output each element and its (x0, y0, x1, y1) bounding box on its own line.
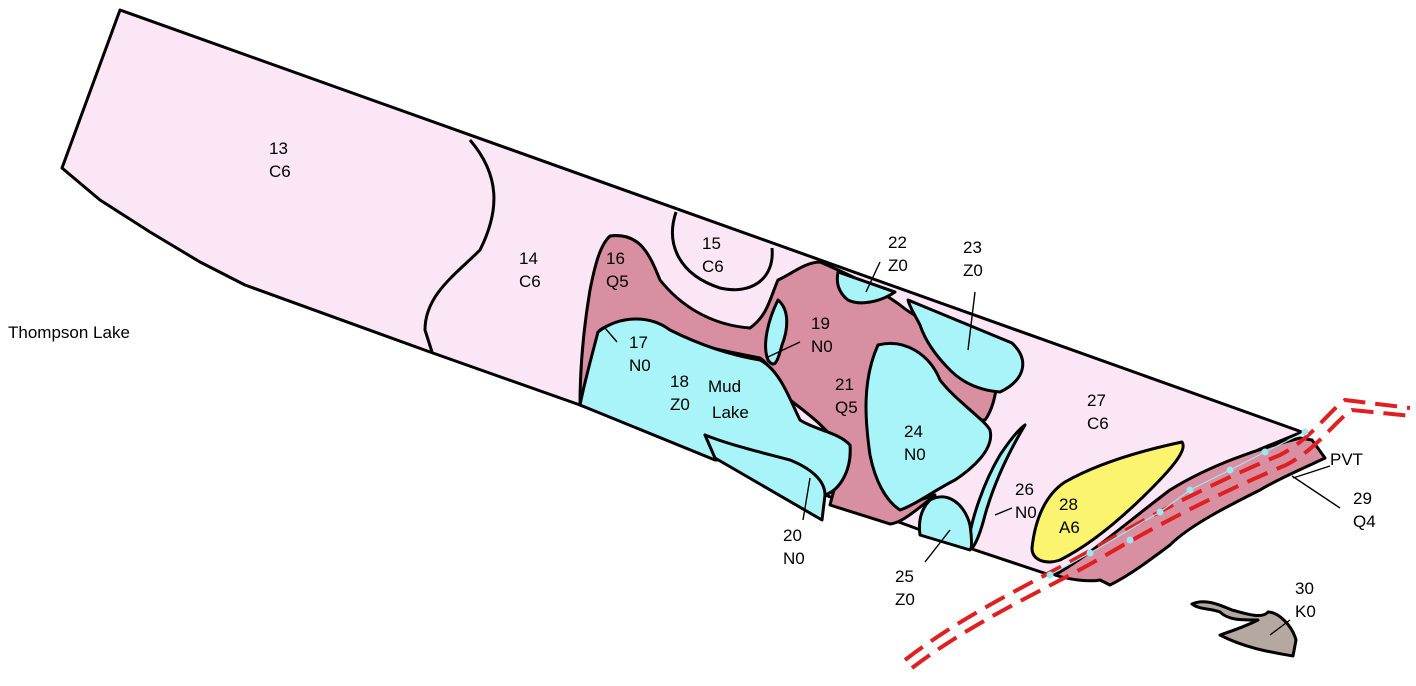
parcel-code-22: Z0 (888, 256, 908, 275)
mud-lake-label-1: Mud (708, 377, 741, 396)
mud-lake-label-2: Lake (712, 403, 749, 422)
parcel-label-30: 30 (1295, 579, 1314, 598)
parcel-code-28: A6 (1059, 518, 1080, 537)
survey-points (1046, 428, 1309, 579)
thompson-lake-label: Thompson Lake (8, 323, 130, 342)
parcel-label-28: 28 (1059, 495, 1078, 514)
parcel-code-14: C6 (519, 272, 541, 291)
pvt-label: PVT (1330, 450, 1363, 469)
parcel-label-27: 27 (1087, 391, 1106, 410)
parcel-23 (906, 298, 1025, 394)
parcel-label-13: 13 (269, 139, 288, 158)
parcel-code-21: Q5 (835, 398, 858, 417)
parcel-code-30: K0 (1295, 602, 1316, 621)
parcel-code-25: Z0 (895, 590, 915, 609)
parcel-label-16: 16 (606, 249, 625, 268)
parcel-code-17: N0 (629, 356, 651, 375)
parcel-label-17: 17 (629, 333, 648, 352)
parcel-code-15: C6 (702, 257, 724, 276)
parcel-code-23: Z0 (963, 261, 983, 280)
parcel-code-20: N0 (783, 549, 805, 568)
parcel-label-21: 21 (835, 375, 854, 394)
parcel-label-19: 19 (811, 314, 830, 333)
parcel-label-26: 26 (1015, 480, 1034, 499)
parcel-label-15: 15 (702, 234, 721, 253)
road-line-2 (910, 407, 1413, 670)
parcel-code-24: N0 (904, 445, 926, 464)
parcel-label-22: 22 (888, 233, 907, 252)
leader-lines (604, 261, 1341, 636)
parcel-25 (918, 495, 973, 552)
parcel-code-19: N0 (811, 337, 833, 356)
parcel-29 (1053, 436, 1327, 587)
parcel-label-23: 23 (963, 238, 982, 257)
parcel-code-27: C6 (1087, 414, 1109, 433)
parcel-label-25: 25 (895, 567, 914, 586)
parcel-code-16: Q5 (606, 272, 629, 291)
parcel-label-24: 24 (904, 422, 923, 441)
parcel-24 (864, 342, 993, 512)
parcel-code-13: C6 (269, 162, 291, 181)
parcel-label-29: 29 (1353, 489, 1372, 508)
boundary-13-14 (423, 139, 496, 353)
parcel-code-29: Q4 (1353, 512, 1376, 531)
parcel-label-18: 18 (670, 372, 689, 391)
parcel-labels: 13C614C615C616Q517N018Z019N020N021Q522Z0… (269, 139, 1376, 621)
parcel-19 (764, 298, 789, 366)
parcel-15 (671, 211, 774, 292)
parcel-label-14: 14 (519, 249, 538, 268)
parcel-code-26: N0 (1015, 503, 1037, 522)
parcel-22 (835, 270, 897, 305)
parcel-30 (1190, 600, 1298, 658)
parcel-28 (1030, 440, 1185, 564)
parcel-20 (703, 433, 827, 522)
parcel-label-20: 20 (783, 526, 802, 545)
parcel-code-18: Z0 (670, 395, 690, 414)
